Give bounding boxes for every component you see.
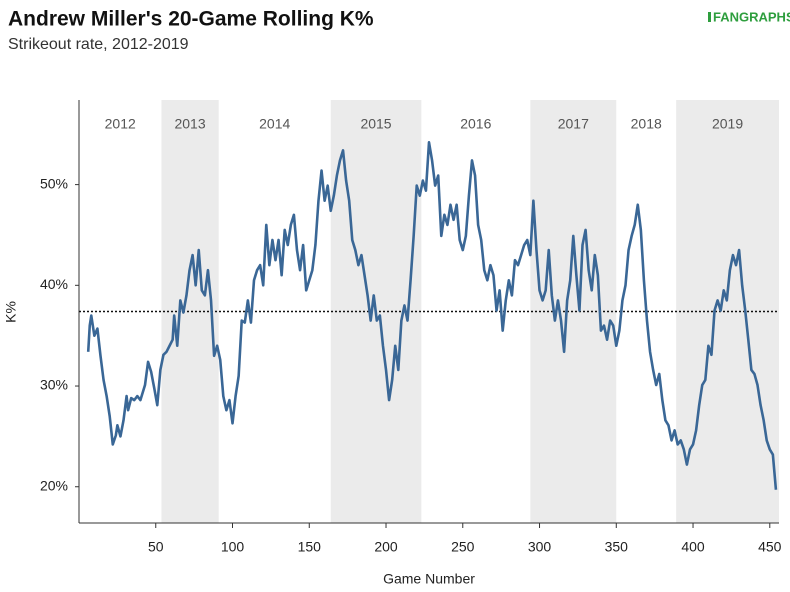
x-tick-label: 100: [221, 539, 245, 555]
x-tick-label: 200: [374, 539, 398, 555]
season-label: 2016: [460, 116, 491, 132]
k-rate-line: [86, 141, 778, 490]
logo: FANGRAPHS: [708, 9, 790, 24]
season-label: 2015: [360, 116, 391, 132]
y-tick-label: 40%: [40, 276, 68, 292]
y-axis-label: K%: [3, 301, 19, 323]
season-label: 2019: [712, 116, 743, 132]
season-band: [161, 100, 219, 523]
chart-subtitle: Strikeout rate, 2012-2019: [8, 36, 189, 53]
y-tick-label: 20%: [40, 477, 68, 493]
season-label: 2017: [558, 116, 589, 132]
x-tick-label: 250: [451, 539, 475, 555]
x-axis-label: Game Number: [383, 571, 475, 587]
season-label: 2014: [259, 116, 290, 132]
season-label: 2018: [631, 116, 662, 132]
x-tick-label: 350: [605, 539, 629, 555]
season-label: 2013: [174, 116, 205, 132]
x-tick-label: 450: [758, 539, 782, 555]
x-tick-label: 150: [298, 539, 322, 555]
y-tick-label: 50%: [40, 175, 68, 191]
x-tick-label: 50: [148, 539, 164, 555]
x-tick-label: 300: [528, 539, 552, 555]
logo-icon: [708, 12, 711, 22]
y-tick-label: 30%: [40, 377, 68, 393]
logo-text: FANGRAPHS: [713, 9, 790, 24]
season-label: 2012: [105, 116, 136, 132]
x-tick-label: 400: [681, 539, 705, 555]
chart-title: Andrew Miller's 20-Game Rolling K%: [8, 8, 374, 31]
